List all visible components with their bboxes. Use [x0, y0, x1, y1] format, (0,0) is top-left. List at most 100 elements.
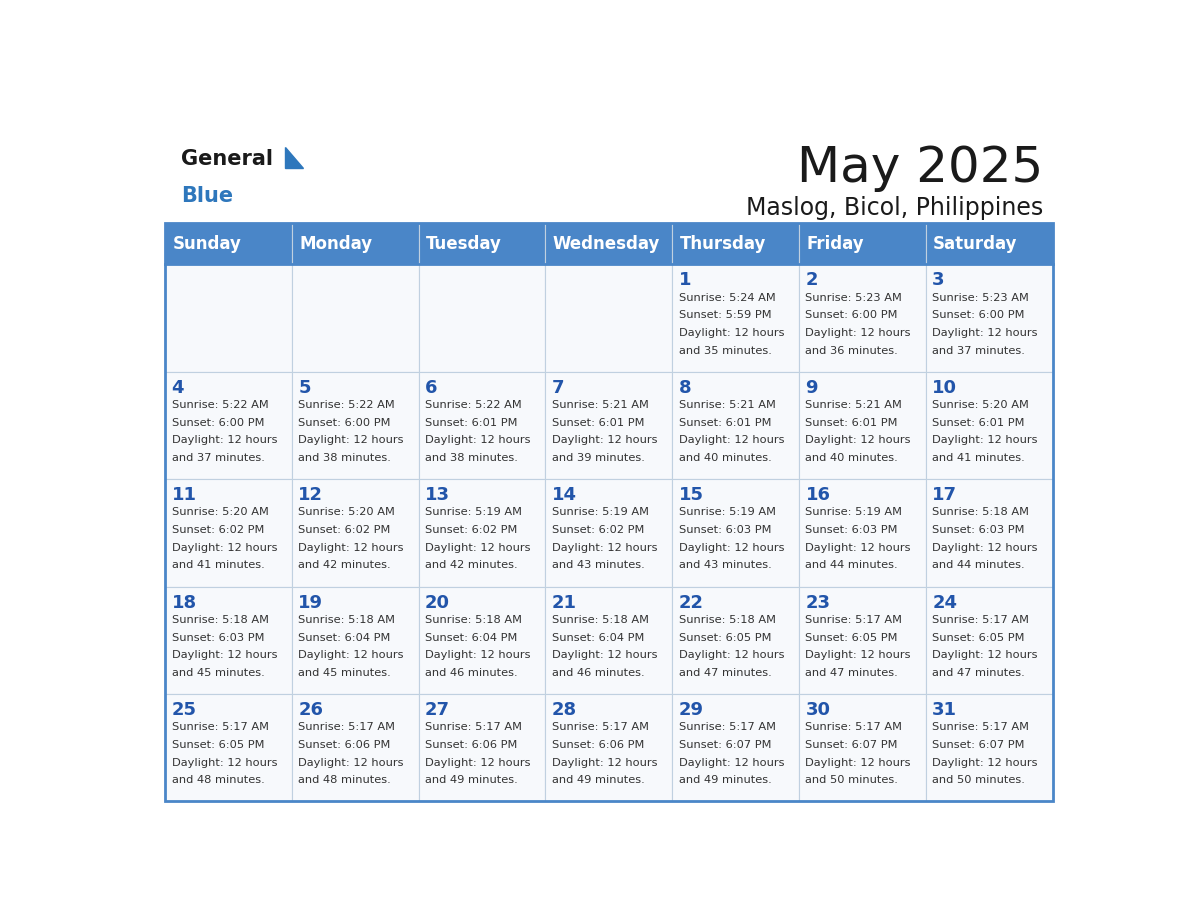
FancyBboxPatch shape: [292, 694, 418, 801]
Text: Sunset: 6:06 PM: Sunset: 6:06 PM: [552, 740, 644, 750]
Text: 30: 30: [805, 701, 830, 719]
Text: and 43 minutes.: and 43 minutes.: [678, 560, 771, 570]
Text: Daylight: 12 hours: Daylight: 12 hours: [933, 757, 1038, 767]
Text: Sunset: 6:03 PM: Sunset: 6:03 PM: [678, 525, 771, 535]
Text: and 36 minutes.: and 36 minutes.: [805, 345, 898, 355]
Text: and 37 minutes.: and 37 minutes.: [933, 345, 1025, 355]
Text: 4: 4: [171, 379, 184, 397]
Text: Sunrise: 5:22 AM: Sunrise: 5:22 AM: [298, 400, 396, 410]
FancyBboxPatch shape: [545, 223, 672, 264]
Text: and 46 minutes.: and 46 minutes.: [552, 668, 645, 677]
Text: Sunrise: 5:19 AM: Sunrise: 5:19 AM: [805, 508, 903, 518]
Text: 9: 9: [805, 379, 819, 397]
Text: Daylight: 12 hours: Daylight: 12 hours: [425, 543, 531, 553]
Text: 7: 7: [552, 379, 564, 397]
Text: Sunrise: 5:23 AM: Sunrise: 5:23 AM: [805, 293, 903, 303]
Text: and 48 minutes.: and 48 minutes.: [298, 776, 391, 785]
Text: Sunset: 6:02 PM: Sunset: 6:02 PM: [425, 525, 518, 535]
FancyBboxPatch shape: [925, 264, 1053, 372]
Text: 16: 16: [805, 487, 830, 504]
Text: Sunrise: 5:18 AM: Sunrise: 5:18 AM: [171, 615, 268, 625]
Text: Daylight: 12 hours: Daylight: 12 hours: [171, 435, 277, 445]
Text: 3: 3: [933, 272, 944, 289]
Text: Sunset: 6:05 PM: Sunset: 6:05 PM: [171, 740, 264, 750]
Text: 13: 13: [425, 487, 450, 504]
FancyBboxPatch shape: [672, 694, 800, 801]
Text: General: General: [181, 149, 273, 169]
Text: and 38 minutes.: and 38 minutes.: [298, 453, 391, 463]
Text: Sunset: 6:03 PM: Sunset: 6:03 PM: [933, 525, 1025, 535]
FancyBboxPatch shape: [800, 479, 925, 587]
FancyBboxPatch shape: [800, 587, 925, 694]
Text: Daylight: 12 hours: Daylight: 12 hours: [552, 757, 657, 767]
Text: Sunset: 6:00 PM: Sunset: 6:00 PM: [298, 418, 391, 428]
Text: Sunrise: 5:18 AM: Sunrise: 5:18 AM: [552, 615, 649, 625]
Text: Daylight: 12 hours: Daylight: 12 hours: [298, 650, 404, 660]
Text: Sunrise: 5:17 AM: Sunrise: 5:17 AM: [805, 615, 903, 625]
Text: Sunset: 6:05 PM: Sunset: 6:05 PM: [678, 633, 771, 643]
Text: May 2025: May 2025: [797, 144, 1043, 192]
FancyBboxPatch shape: [292, 223, 418, 264]
Text: Daylight: 12 hours: Daylight: 12 hours: [805, 328, 911, 338]
Text: Sunset: 6:02 PM: Sunset: 6:02 PM: [171, 525, 264, 535]
FancyBboxPatch shape: [925, 479, 1053, 587]
Text: Sunrise: 5:17 AM: Sunrise: 5:17 AM: [298, 722, 396, 733]
Text: Sunset: 6:00 PM: Sunset: 6:00 PM: [933, 310, 1025, 320]
Text: Daylight: 12 hours: Daylight: 12 hours: [298, 757, 404, 767]
Text: 10: 10: [933, 379, 958, 397]
FancyBboxPatch shape: [418, 264, 545, 372]
Text: Sunset: 6:07 PM: Sunset: 6:07 PM: [933, 740, 1025, 750]
FancyBboxPatch shape: [292, 372, 418, 479]
Text: Sunset: 6:03 PM: Sunset: 6:03 PM: [805, 525, 898, 535]
Text: Daylight: 12 hours: Daylight: 12 hours: [171, 757, 277, 767]
Text: Sunrise: 5:19 AM: Sunrise: 5:19 AM: [552, 508, 649, 518]
Text: Daylight: 12 hours: Daylight: 12 hours: [933, 650, 1038, 660]
Text: 19: 19: [298, 594, 323, 611]
Text: Daylight: 12 hours: Daylight: 12 hours: [552, 543, 657, 553]
Text: Sunset: 6:01 PM: Sunset: 6:01 PM: [552, 418, 644, 428]
Text: Sunset: 6:01 PM: Sunset: 6:01 PM: [425, 418, 518, 428]
FancyBboxPatch shape: [545, 479, 672, 587]
Text: 25: 25: [171, 701, 196, 719]
Text: 6: 6: [425, 379, 437, 397]
FancyBboxPatch shape: [672, 223, 800, 264]
Text: and 42 minutes.: and 42 minutes.: [298, 560, 391, 570]
Text: 20: 20: [425, 594, 450, 611]
Text: Daylight: 12 hours: Daylight: 12 hours: [552, 650, 657, 660]
Text: Daylight: 12 hours: Daylight: 12 hours: [171, 650, 277, 660]
FancyBboxPatch shape: [292, 264, 418, 372]
Text: and 49 minutes.: and 49 minutes.: [425, 776, 518, 785]
Text: Sunset: 6:02 PM: Sunset: 6:02 PM: [552, 525, 644, 535]
FancyBboxPatch shape: [925, 372, 1053, 479]
Text: and 49 minutes.: and 49 minutes.: [552, 776, 645, 785]
FancyBboxPatch shape: [672, 372, 800, 479]
FancyBboxPatch shape: [800, 223, 925, 264]
FancyBboxPatch shape: [418, 694, 545, 801]
Text: Blue: Blue: [181, 185, 233, 206]
Text: Sunset: 6:06 PM: Sunset: 6:06 PM: [298, 740, 391, 750]
Text: and 50 minutes.: and 50 minutes.: [933, 776, 1025, 785]
Text: 18: 18: [171, 594, 197, 611]
Text: Sunrise: 5:19 AM: Sunrise: 5:19 AM: [678, 508, 776, 518]
Text: Sunset: 6:05 PM: Sunset: 6:05 PM: [805, 633, 898, 643]
FancyBboxPatch shape: [672, 587, 800, 694]
Text: and 49 minutes.: and 49 minutes.: [678, 776, 771, 785]
Text: Sunset: 6:01 PM: Sunset: 6:01 PM: [678, 418, 771, 428]
Text: 24: 24: [933, 594, 958, 611]
Text: Daylight: 12 hours: Daylight: 12 hours: [552, 435, 657, 445]
Text: Sunrise: 5:17 AM: Sunrise: 5:17 AM: [678, 722, 776, 733]
Text: Sunrise: 5:21 AM: Sunrise: 5:21 AM: [678, 400, 776, 410]
Text: and 50 minutes.: and 50 minutes.: [805, 776, 898, 785]
Text: Sunrise: 5:18 AM: Sunrise: 5:18 AM: [425, 615, 522, 625]
Text: Sunset: 6:04 PM: Sunset: 6:04 PM: [425, 633, 518, 643]
Text: and 45 minutes.: and 45 minutes.: [298, 668, 391, 677]
Text: Sunset: 6:02 PM: Sunset: 6:02 PM: [298, 525, 391, 535]
Text: 17: 17: [933, 487, 958, 504]
FancyBboxPatch shape: [165, 587, 292, 694]
Text: 11: 11: [171, 487, 196, 504]
FancyBboxPatch shape: [925, 223, 1053, 264]
Polygon shape: [285, 147, 303, 168]
Text: Sunrise: 5:22 AM: Sunrise: 5:22 AM: [171, 400, 268, 410]
Text: Daylight: 12 hours: Daylight: 12 hours: [678, 328, 784, 338]
Text: Sunset: 6:01 PM: Sunset: 6:01 PM: [805, 418, 898, 428]
